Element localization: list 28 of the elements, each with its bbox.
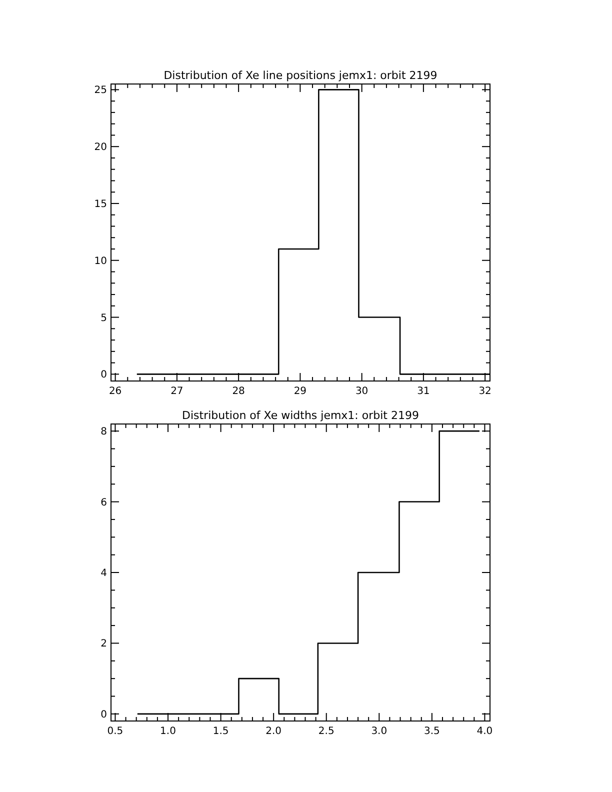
x-tick-label: 4.0 xyxy=(476,726,493,737)
x-tick-label: 2.0 xyxy=(266,726,282,737)
chart-title: Distribution of Xe widths jemx1: orbit 2199 xyxy=(182,409,419,422)
y-tick-label: 8 xyxy=(100,426,107,438)
y-tick-label: 0 xyxy=(100,709,107,720)
x-tick-label: 29 xyxy=(294,386,307,397)
y-tick-label: 10 xyxy=(94,256,107,267)
x-tick-label: 28 xyxy=(232,386,245,397)
x-tick-label: 3.0 xyxy=(371,726,388,737)
x-tick-label: 26 xyxy=(108,386,122,397)
y-tick-label: 5 xyxy=(100,312,107,324)
x-tick-label: 1.0 xyxy=(160,726,176,737)
x-tick-label: 0.5 xyxy=(107,726,124,737)
y-tick-label: 6 xyxy=(100,497,107,508)
x-tick-label: 3.5 xyxy=(424,726,440,737)
x-tick-label: 1.5 xyxy=(212,726,229,737)
x-tick-label: 31 xyxy=(417,386,430,397)
x-tick-label: 2.5 xyxy=(318,726,334,737)
y-tick-label: 25 xyxy=(94,85,107,96)
x-tick-label: 30 xyxy=(355,386,368,397)
y-tick-label: 4 xyxy=(100,568,107,579)
y-tick-label: 0 xyxy=(100,370,107,381)
y-tick-label: 2 xyxy=(100,638,107,650)
y-tick-label: 15 xyxy=(94,198,107,210)
x-tick-label: 32 xyxy=(478,386,492,397)
x-tick-label: 27 xyxy=(170,386,184,397)
chart-title: Distribution of Xe line positions jemx1: orbit 2199 xyxy=(164,69,438,82)
y-tick-label: 20 xyxy=(94,142,107,154)
